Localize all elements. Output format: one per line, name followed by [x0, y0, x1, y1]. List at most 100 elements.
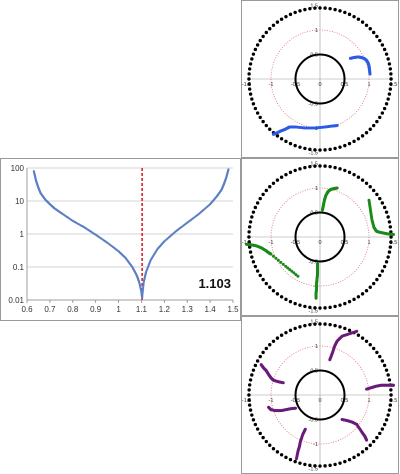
outer-ring-dot	[382, 264, 387, 269]
outer-ring-dot	[368, 127, 372, 131]
outer-ring-dot	[308, 322, 312, 327]
outer-ring-dot	[323, 148, 327, 152]
outer-ring-dot	[338, 303, 342, 307]
outer-ring-dot	[308, 463, 312, 468]
outer-ring-dot	[388, 403, 393, 407]
outer-ring-dot	[248, 92, 253, 96]
outer-ring-dot	[271, 339, 276, 344]
outer-ring-dot	[384, 52, 389, 56]
outer-ring-dot	[386, 413, 390, 417]
y-tick-label: 1	[20, 230, 25, 239]
outer-ring-dot	[389, 393, 393, 397]
outer-ring-dot	[275, 20, 280, 24]
outer-ring-dot	[261, 192, 265, 197]
outer-ring-dot	[378, 115, 382, 120]
outer-ring-dot	[271, 23, 276, 28]
outer-ring-dot	[356, 295, 361, 299]
outer-ring-dot	[368, 185, 372, 189]
outer-ring-dot	[293, 10, 297, 15]
outer-ring-dot	[338, 9, 342, 13]
outer-ring-dot	[338, 325, 342, 329]
y-tick-label: -1.5	[309, 309, 318, 315]
outer-ring-dot	[279, 17, 284, 21]
data-point	[286, 266, 290, 270]
y-tick-label: 0.01	[8, 296, 24, 305]
outer-ring-dot	[255, 427, 260, 431]
y-tick-label: 1	[315, 186, 318, 192]
outer-ring-dot	[288, 328, 293, 333]
outer-ring-dot	[308, 6, 312, 11]
outer-ring-dot	[328, 305, 332, 310]
outer-ring-dot	[375, 119, 379, 124]
outer-ring-dot	[387, 408, 392, 412]
outer-ring-dot	[264, 123, 269, 128]
outer-ring-dot	[308, 305, 312, 310]
outer-ring-dot	[251, 210, 256, 214]
data-point	[368, 72, 372, 76]
outer-ring-dot	[338, 461, 342, 465]
outer-ring-dot	[328, 463, 332, 468]
data-point	[294, 406, 297, 410]
y-tick-label: -0.5	[309, 260, 318, 266]
outer-ring-dot	[253, 422, 258, 427]
outer-ring-dot	[323, 6, 327, 10]
outer-ring-dot	[293, 459, 297, 464]
y-tick-label: -1.5	[309, 151, 318, 157]
outer-ring-dot	[380, 359, 385, 363]
outer-ring-dot	[250, 57, 254, 61]
outer-ring-dot	[284, 139, 288, 144]
x-tick-label: 1.5	[390, 398, 398, 404]
data-point	[271, 254, 275, 258]
outer-ring-dot	[271, 181, 276, 186]
y-tick-label: -1.5	[309, 467, 318, 473]
outer-ring-dot	[386, 215, 390, 219]
x-tick-label: 1.1	[136, 305, 148, 314]
outer-ring-dot	[352, 172, 356, 177]
outer-ring-dot	[298, 461, 302, 465]
data-point	[284, 264, 288, 268]
outer-ring-dot	[279, 295, 284, 299]
outer-ring-dot	[268, 185, 272, 189]
outer-ring-dot	[251, 418, 256, 422]
outer-ring-dot	[250, 97, 254, 101]
log-scale-chart-svg: 0.01 0.1 1 10 100 0.6 0.7 0.8 0.9 1 1.1 1.2 1.3 1.4 1.…	[8, 164, 239, 314]
outer-ring-dot	[387, 378, 392, 382]
outer-ring-dot	[371, 123, 376, 128]
outer-ring-dot	[293, 143, 297, 148]
outer-ring-dot	[303, 323, 307, 328]
outer-ring-dot	[247, 393, 251, 397]
outer-ring-dot	[284, 455, 288, 460]
outer-ring-dot	[271, 446, 276, 451]
x-tick-label: 0.6	[21, 305, 33, 314]
outer-ring-dot	[347, 328, 352, 333]
x-tick-label: -1.5	[242, 398, 251, 404]
outer-ring-dot	[250, 373, 254, 377]
outer-ring-dot	[251, 102, 256, 106]
data-point	[292, 271, 296, 275]
outer-ring-dot	[313, 148, 317, 152]
y-tick-label: -0.5	[309, 418, 318, 424]
outer-ring-dot	[308, 164, 312, 169]
outer-ring-dot	[356, 137, 361, 141]
outer-ring-dot	[380, 269, 385, 273]
outer-ring-dot	[328, 164, 332, 169]
outer-ring-dot	[384, 102, 389, 106]
outer-ring-dot	[247, 403, 252, 407]
outer-ring-dot	[255, 43, 260, 47]
outer-ring-dot	[261, 119, 265, 124]
data-point	[288, 268, 292, 272]
outer-ring-dot	[275, 134, 280, 138]
y-tick-label: 1	[315, 344, 318, 350]
x-tick-label: 1	[367, 398, 370, 404]
outer-ring-dot	[268, 443, 272, 447]
outer-ring-dot	[255, 269, 260, 273]
outer-ring-dot	[384, 368, 389, 372]
outer-ring-dot	[333, 165, 337, 170]
data-point	[392, 383, 395, 387]
outer-ring-dot	[389, 82, 393, 86]
outer-ring-dot	[378, 431, 382, 436]
outer-ring-dot	[264, 439, 269, 444]
outer-ring-dot	[378, 38, 382, 43]
